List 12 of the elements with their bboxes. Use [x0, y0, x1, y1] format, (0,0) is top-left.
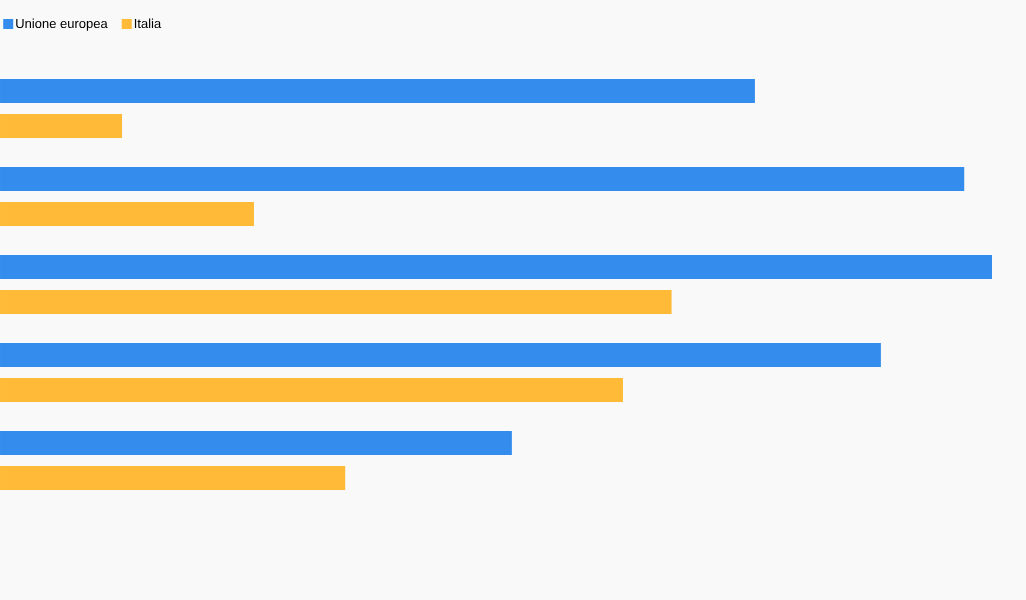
bar [0, 342, 881, 367]
bar [0, 167, 965, 191]
bar [0, 114, 123, 138]
bar [0, 79, 755, 103]
bar [0, 255, 992, 279]
bar [0, 290, 672, 314]
bar [0, 202, 254, 226]
legend-label: Unione europea [16, 18, 108, 31]
bar [0, 465, 346, 490]
legend-label: Italia [134, 18, 162, 29]
bar [0, 430, 512, 455]
bar [0, 378, 623, 402]
